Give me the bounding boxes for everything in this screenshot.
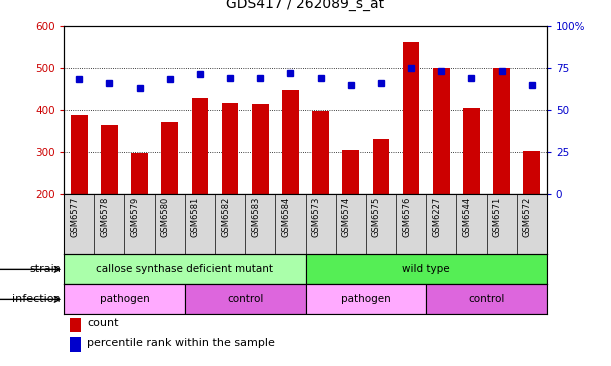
Text: GSM6576: GSM6576	[402, 197, 411, 238]
Bar	[64, 284, 185, 314]
Text: GSM6227: GSM6227	[432, 197, 441, 237]
Text: pathogen: pathogen	[341, 294, 390, 305]
Text: GSM6583: GSM6583	[251, 197, 260, 238]
Text: count: count	[87, 318, 119, 328]
Text: percentile rank within the sample: percentile rank within the sample	[87, 338, 275, 348]
Bar	[185, 284, 306, 314]
Text: GSM6574: GSM6574	[342, 197, 351, 237]
Bar	[192, 98, 208, 194]
Text: GSM6544: GSM6544	[463, 197, 472, 237]
Bar	[403, 42, 419, 194]
Text: GSM6580: GSM6580	[161, 197, 170, 237]
Text: GSM6575: GSM6575	[372, 197, 381, 237]
Bar	[312, 111, 329, 194]
Text: control: control	[468, 294, 505, 305]
Text: GSM6571: GSM6571	[492, 197, 502, 237]
Text: GSM6581: GSM6581	[191, 197, 200, 237]
Bar	[463, 108, 480, 194]
Text: GSM6573: GSM6573	[312, 197, 321, 238]
Bar	[342, 150, 359, 194]
Bar	[493, 68, 510, 194]
Text: pathogen: pathogen	[100, 294, 149, 305]
Text: GDS417 / 262089_s_at: GDS417 / 262089_s_at	[227, 0, 384, 11]
Bar	[524, 151, 540, 194]
Text: GSM6572: GSM6572	[523, 197, 532, 237]
Text: strain: strain	[29, 264, 61, 274]
Bar	[252, 104, 269, 194]
Text: GSM6579: GSM6579	[131, 197, 139, 237]
Text: wild type: wild type	[403, 264, 450, 274]
Text: GSM6578: GSM6578	[100, 197, 109, 238]
Bar	[222, 103, 238, 194]
Bar	[373, 139, 389, 194]
Bar	[306, 284, 426, 314]
Bar	[64, 254, 306, 284]
Bar	[131, 153, 148, 194]
Text: GSM6582: GSM6582	[221, 197, 230, 237]
Text: callose synthase deficient mutant: callose synthase deficient mutant	[97, 264, 273, 274]
Text: control: control	[227, 294, 263, 305]
Bar	[282, 90, 299, 194]
Bar	[433, 68, 450, 194]
Text: infection: infection	[12, 294, 61, 305]
Text: GSM6577: GSM6577	[70, 197, 79, 238]
Bar	[71, 115, 87, 194]
Bar	[426, 284, 547, 314]
Bar	[306, 254, 547, 284]
Bar	[101, 124, 118, 194]
Bar	[161, 122, 178, 194]
Text: GSM6584: GSM6584	[282, 197, 290, 237]
